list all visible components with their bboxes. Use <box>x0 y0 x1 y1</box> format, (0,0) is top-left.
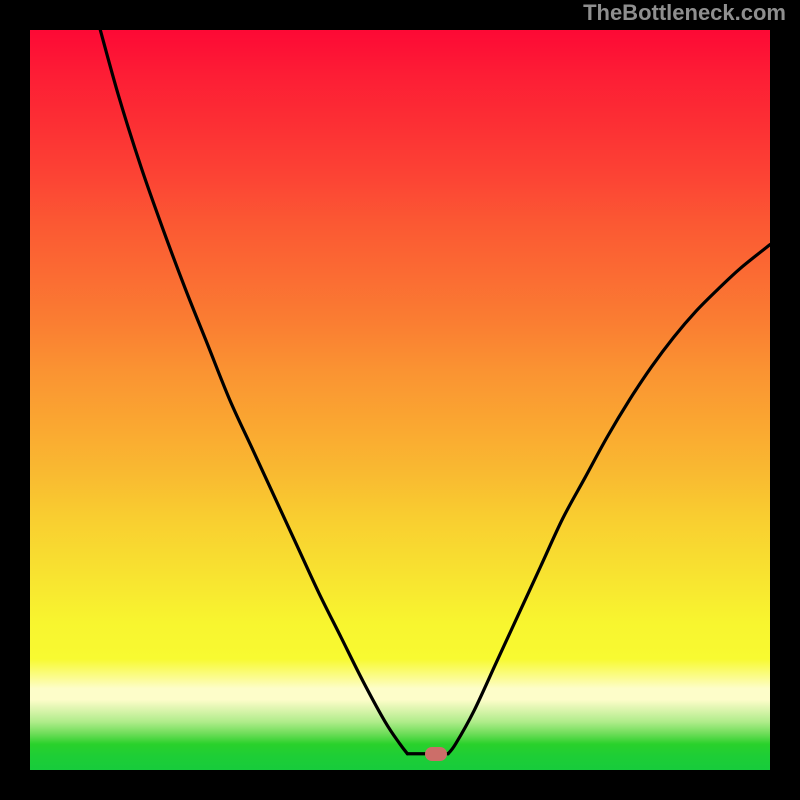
chart-root: TheBottleneck.com <box>0 0 800 800</box>
watermark-text: TheBottleneck.com <box>583 0 786 26</box>
bottleneck-marker <box>425 747 447 761</box>
bottleneck-curve <box>30 30 770 770</box>
plot-area <box>30 30 770 770</box>
